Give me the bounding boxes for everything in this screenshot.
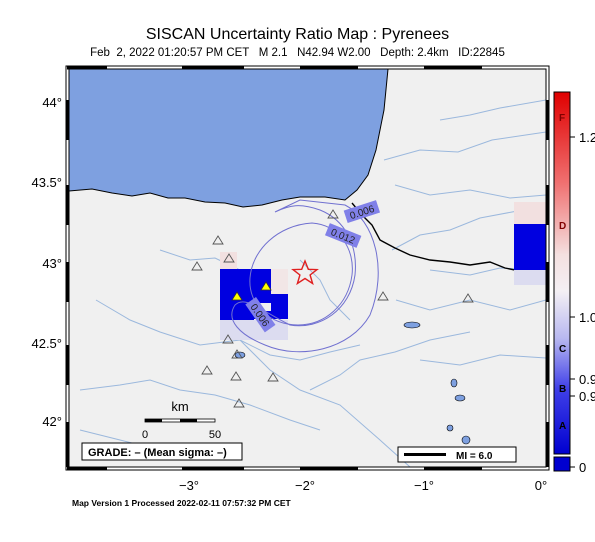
grade-letter: F: [559, 113, 565, 124]
station-marker: [267, 372, 279, 382]
station-marker: [462, 293, 474, 303]
colorbar-value: 1.0: [579, 310, 595, 325]
grade-text: GRADE: – (Mean sigma: –): [88, 447, 227, 459]
uncertainty-grid: [220, 202, 546, 340]
station-marker: [223, 253, 235, 263]
sea-area: [69, 69, 389, 208]
mi-legend: MI = 6.0: [397, 446, 517, 463]
colorbar-value: 0.9: [579, 389, 595, 404]
national-border: [351, 202, 546, 271]
epicenter-star[interactable]: [291, 259, 319, 286]
y-tick-label: 43°: [42, 256, 62, 271]
station-marker: [191, 261, 203, 271]
x-tick-label: −2°: [295, 478, 315, 493]
station-marker: [231, 349, 243, 359]
color-bar: F D C B A 1.2 1.0 0.9 0.9 0: [553, 91, 595, 475]
map-frame: [65, 65, 550, 471]
map-panel[interactable]: 0.006 0.012 0.006: [69, 69, 546, 467]
scale-start: 0: [142, 429, 148, 441]
station-marker: [377, 291, 389, 301]
grade-letter: C: [559, 344, 566, 355]
x-tick-label: −3°: [179, 478, 199, 493]
mi-text: MI = 6.0: [456, 451, 493, 462]
grade-letter: A: [559, 421, 566, 432]
y-tick-label: 43.5°: [31, 175, 62, 190]
grade-letter: B: [559, 384, 566, 395]
colorbar-value: 1.2: [579, 130, 595, 145]
y-tick-label: 44°: [42, 95, 62, 110]
stations: [191, 209, 474, 408]
grade-letters: F D C B A: [559, 113, 566, 432]
x-tick-label: 0°: [535, 478, 547, 493]
map-title: SISCAN Uncertainty Ratio Map : Pyrenees: [145, 26, 450, 43]
used-stations: [231, 281, 272, 301]
station-marker: [230, 371, 242, 381]
scale-end: 50: [209, 429, 221, 441]
event-id: ID:22845: [458, 47, 505, 59]
grade-letter: D: [559, 221, 566, 232]
colorbar-value: 0: [579, 460, 586, 475]
scale-unit: km: [171, 399, 188, 414]
x-tick-label: −1°: [414, 478, 434, 493]
station-marker: [233, 398, 245, 408]
grade-box: GRADE: – (Mean sigma: –): [81, 442, 243, 461]
colorbar-values: 1.2 1.0 0.9 0.9 0: [570, 130, 595, 475]
axis-labels: −3° −2° −1° 0° 44° 43.5° 43° 42.5° 42°: [31, 95, 547, 493]
station-marker: [222, 334, 234, 344]
event-location: N42.94 W2.00: [297, 47, 371, 59]
contour-inner: [249, 222, 353, 326]
coast-inlet: [268, 198, 273, 201]
station-marker: [212, 235, 224, 245]
event-depth: Depth: 2.4km: [380, 47, 449, 59]
station-used-marker: [260, 281, 272, 291]
colorbar-value: 0.9: [579, 372, 595, 387]
rivers: [79, 99, 546, 467]
processing-footer: Map Version 1 Processed 2022-02-11 07:57…: [72, 498, 291, 508]
event-magnitude: M 2.1: [258, 47, 288, 59]
station-marker: [327, 209, 339, 219]
station-marker: [201, 365, 213, 375]
y-tick-label: 42°: [42, 414, 62, 429]
scale-bar: km 0 50: [142, 399, 221, 441]
event-subtitle: Feb 2, 2022 01:20:57 PM CET M 2.1 N42.94…: [0, 47, 595, 59]
station-used-marker: [231, 291, 243, 301]
event-datetime: Feb 2, 2022 01:20:57 PM CET: [90, 47, 250, 59]
y-tick-label: 42.5°: [31, 336, 62, 351]
